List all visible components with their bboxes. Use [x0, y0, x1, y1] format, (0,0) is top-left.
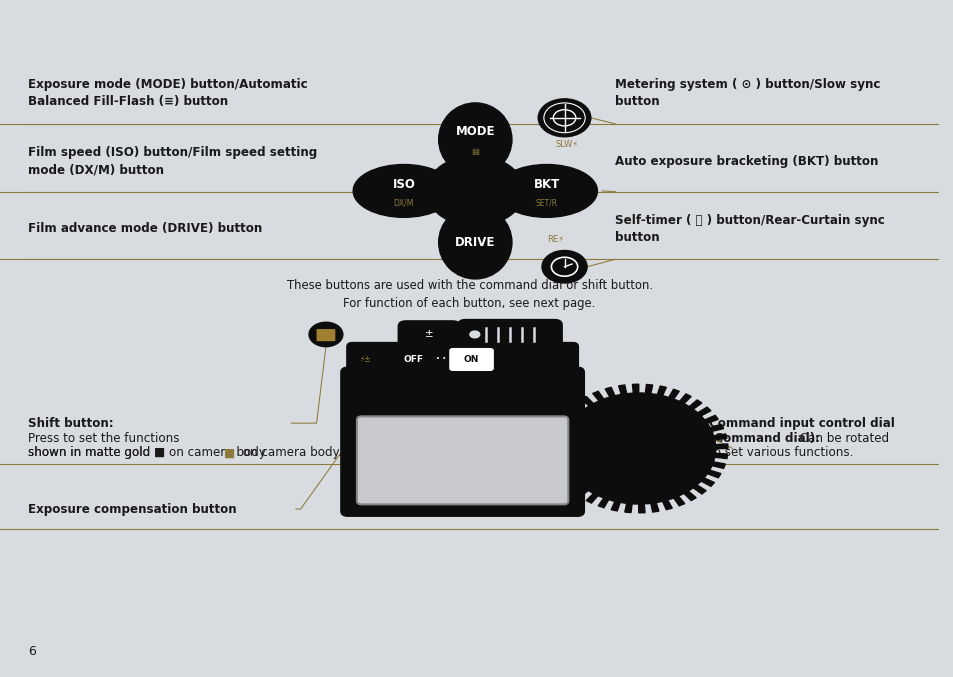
- Text: Film advance mode (DRIVE) button: Film advance mode (DRIVE) button: [29, 222, 262, 236]
- Polygon shape: [688, 400, 701, 410]
- Polygon shape: [580, 397, 593, 406]
- Circle shape: [426, 156, 523, 226]
- FancyBboxPatch shape: [341, 368, 582, 515]
- Circle shape: [469, 330, 480, 338]
- Text: shown in matte gold ■ on camera body.: shown in matte gold ■ on camera body.: [29, 446, 268, 460]
- Polygon shape: [558, 474, 572, 481]
- Text: • •: • •: [436, 357, 446, 362]
- Text: These buttons are used with the command dial or shift button.
For function of ea: These buttons are used with the command …: [286, 279, 652, 310]
- Text: 6: 6: [29, 645, 36, 658]
- Circle shape: [561, 393, 715, 504]
- Polygon shape: [713, 434, 726, 440]
- Polygon shape: [549, 439, 562, 443]
- Text: Auto exposure bracketing (BKT) button: Auto exposure bracketing (BKT) button: [615, 154, 878, 168]
- Polygon shape: [611, 501, 619, 511]
- Text: on camera body.: on camera body.: [238, 446, 341, 460]
- Ellipse shape: [353, 165, 455, 217]
- Text: Can be rotated: Can be rotated: [795, 431, 888, 445]
- Polygon shape: [598, 498, 608, 508]
- Polygon shape: [693, 485, 705, 494]
- Polygon shape: [639, 504, 644, 513]
- Polygon shape: [562, 411, 576, 419]
- Ellipse shape: [496, 165, 597, 217]
- Text: Film speed (ISO) button/Film speed setting
mode (DX/M) button: Film speed (ISO) button/Film speed setti…: [29, 146, 317, 176]
- FancyBboxPatch shape: [356, 416, 568, 504]
- Text: ±: ±: [424, 330, 433, 339]
- FancyBboxPatch shape: [316, 329, 335, 341]
- Polygon shape: [704, 416, 718, 423]
- Text: Shift button:: Shift button:: [29, 416, 113, 430]
- Circle shape: [309, 322, 342, 347]
- Ellipse shape: [438, 206, 512, 279]
- Text: Press to set the functions: Press to set the functions: [29, 431, 179, 445]
- Polygon shape: [714, 454, 727, 458]
- Polygon shape: [550, 457, 563, 463]
- Polygon shape: [683, 491, 696, 500]
- FancyBboxPatch shape: [397, 321, 459, 348]
- Polygon shape: [556, 419, 570, 427]
- Text: Exposure mode (MODE) button/Automatic
Balanced Fill-Flash (≡) button: Exposure mode (MODE) button/Automatic Ba…: [29, 79, 308, 108]
- Polygon shape: [618, 385, 626, 395]
- Polygon shape: [552, 429, 565, 435]
- Text: DX/M: DX/M: [394, 198, 414, 208]
- Polygon shape: [661, 500, 672, 510]
- Polygon shape: [554, 466, 567, 473]
- Polygon shape: [549, 448, 561, 453]
- Text: MODE: MODE: [456, 125, 495, 138]
- Polygon shape: [711, 462, 724, 468]
- FancyBboxPatch shape: [457, 320, 561, 349]
- FancyBboxPatch shape: [450, 349, 493, 370]
- Polygon shape: [575, 487, 588, 497]
- Text: ▤: ▤: [471, 147, 478, 156]
- Text: Exposure compensation button: Exposure compensation button: [29, 502, 236, 516]
- Polygon shape: [715, 444, 727, 448]
- Polygon shape: [709, 424, 723, 431]
- Polygon shape: [668, 389, 679, 399]
- Text: shown in matte gold: shown in matte gold: [29, 446, 154, 460]
- Text: Command input control dial: Command input control dial: [708, 416, 894, 430]
- Polygon shape: [586, 494, 598, 503]
- FancyBboxPatch shape: [347, 343, 578, 376]
- Polygon shape: [566, 481, 579, 490]
- Text: ■: ■: [223, 446, 234, 460]
- Text: ON: ON: [463, 355, 478, 364]
- Polygon shape: [673, 496, 684, 506]
- Text: (Command dial):: (Command dial):: [708, 431, 820, 445]
- Polygon shape: [657, 386, 665, 396]
- Text: SLW⚡: SLW⚡: [556, 140, 578, 150]
- Polygon shape: [632, 384, 639, 393]
- Polygon shape: [679, 394, 691, 403]
- Polygon shape: [650, 502, 659, 512]
- Text: SET/R: SET/R: [535, 198, 558, 208]
- Text: RE⚡: RE⚡: [546, 235, 563, 244]
- Polygon shape: [604, 387, 615, 397]
- Polygon shape: [645, 385, 652, 394]
- Text: Self-timer ( ⌛ ) button/Rear-Curtain sync
button: Self-timer ( ⌛ ) button/Rear-Curtain syn…: [615, 214, 884, 244]
- Text: to set various functions.: to set various functions.: [708, 446, 853, 460]
- Text: ISO: ISO: [392, 177, 415, 191]
- Polygon shape: [700, 478, 714, 486]
- Polygon shape: [624, 503, 632, 512]
- Ellipse shape: [438, 103, 512, 176]
- Circle shape: [541, 250, 586, 283]
- Circle shape: [537, 99, 590, 137]
- Polygon shape: [592, 391, 603, 401]
- Polygon shape: [697, 407, 710, 416]
- Text: Metering system ( ⊙ ) button/Slow sync
button: Metering system ( ⊙ ) button/Slow sync b…: [615, 79, 880, 108]
- Text: ⚡±: ⚡±: [359, 355, 371, 364]
- Text: DRIVE: DRIVE: [455, 236, 495, 249]
- Text: BKT: BKT: [533, 177, 559, 191]
- Text: OFF: OFF: [403, 355, 423, 364]
- Polygon shape: [706, 470, 720, 478]
- Polygon shape: [571, 403, 583, 412]
